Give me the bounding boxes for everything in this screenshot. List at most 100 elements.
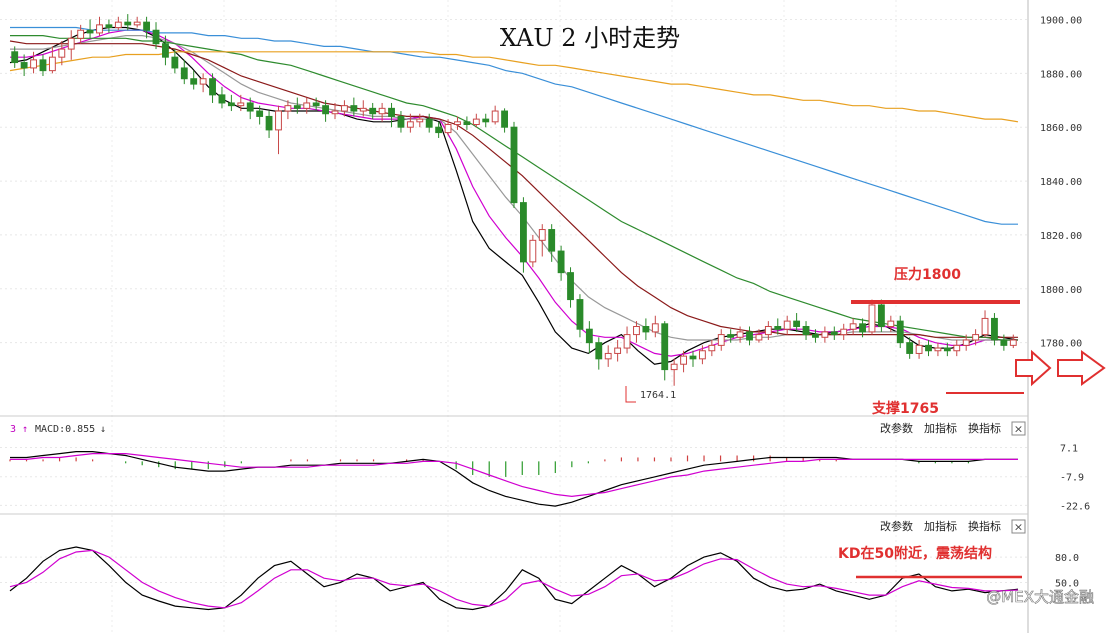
candle-body [209, 78, 216, 96]
candle-body [538, 229, 546, 241]
candle-body [58, 48, 66, 58]
arrow-right-outline-icon [1015, 349, 1052, 387]
candle-body [529, 239, 537, 263]
macd-change-params-button[interactable]: 改参数 [880, 421, 913, 435]
candle-body [915, 344, 923, 354]
candle-body [981, 317, 989, 336]
candle-body [783, 320, 791, 330]
low-marker: 1764.1 [625, 386, 676, 403]
candle-body [133, 21, 141, 26]
candle-body [680, 355, 687, 365]
candle-body [284, 105, 292, 112]
y-tick-label: 1860.00 [1040, 123, 1082, 134]
candle-body [227, 102, 235, 107]
candle-body [275, 110, 282, 131]
candle-body [557, 250, 565, 274]
candle-body [887, 320, 895, 328]
resistance-label: 压力1800 [894, 266, 961, 283]
candle-body [388, 107, 395, 117]
candle-body [39, 59, 47, 72]
macd-panel: 3 ↑ MACD:0.855 ↓ 改参数 加指标 换指标 × 7.1 -7.9 -2… [0, 421, 1090, 512]
support-label: 支撑1765 [871, 400, 939, 417]
y-tick-label: 1800.00 [1040, 285, 1082, 296]
candle-body [246, 102, 254, 112]
candle-body [896, 320, 904, 344]
kd-switch-indicator-button[interactable]: 换指标 [968, 519, 1001, 533]
candle-body [114, 21, 122, 29]
moving-average-line [10, 26, 1018, 225]
candle-body [48, 56, 56, 72]
candle-body [265, 115, 273, 131]
candle-body [642, 326, 650, 333]
candle-body [567, 272, 574, 301]
candle-body [143, 21, 151, 31]
candle-body [1009, 339, 1017, 346]
candle-body [463, 121, 471, 126]
macd-close-button[interactable]: × [1011, 421, 1026, 436]
candle-body [77, 29, 85, 39]
candle-body [435, 126, 443, 134]
candle-body [425, 118, 433, 128]
arrow-right-outline-icon [1057, 350, 1106, 386]
kd-d-line [9, 549, 1019, 609]
candle-body [614, 347, 622, 354]
candle-body [180, 67, 188, 80]
kd-add-indicator-button[interactable]: 加指标 [924, 519, 957, 533]
macd-lines [10, 451, 1018, 507]
macd-add-indicator-button[interactable]: 加指标 [924, 421, 957, 435]
arrow-down-icon: ↓ [100, 424, 106, 435]
candle-body [510, 126, 518, 204]
candle-body [256, 110, 264, 117]
candle-body [651, 323, 659, 333]
candle-body [350, 105, 358, 112]
candle-body [755, 334, 763, 341]
watermark: @MEX大通金融 [986, 588, 1094, 606]
macd-label: MACD:0.855 [35, 424, 95, 435]
candle-body [322, 105, 330, 115]
candle-body [812, 334, 819, 338]
kd-close-button[interactable]: × [1011, 519, 1026, 534]
macd-grid [0, 447, 1028, 506]
candle-body [491, 110, 499, 123]
kd-y-axis: 80.0 50.0 [1055, 553, 1079, 589]
macd-switch-indicator-button[interactable]: 换指标 [968, 421, 1001, 435]
candle-body [953, 344, 961, 352]
y-tick-label: 1880.00 [1040, 69, 1082, 80]
candle-body [830, 331, 838, 336]
macd-y-axis: 7.1 -7.9 -22.6 [1060, 444, 1090, 513]
macd-tick-label: -22.6 [1060, 501, 1090, 512]
candle-body [943, 347, 951, 352]
candle-body [840, 328, 848, 336]
candle-body [171, 56, 179, 69]
candle-body [397, 115, 405, 128]
low-marker-label: 1764.1 [640, 390, 676, 401]
candle-body [661, 323, 669, 371]
candle-body [962, 339, 970, 346]
y-tick-label: 1780.00 [1040, 339, 1082, 350]
y-tick-label: 1840.00 [1040, 177, 1082, 188]
candle-body [520, 202, 527, 263]
candle-body [341, 105, 348, 112]
candle-body [604, 352, 612, 360]
candle-body [30, 59, 37, 69]
kd-annotation: KD在50附近，震荡结构 [838, 545, 992, 562]
candle-body [868, 304, 876, 333]
candle-body [774, 326, 782, 330]
candle-body [698, 350, 706, 360]
candle-body [303, 102, 311, 109]
candle-body [86, 29, 94, 34]
y-tick-label: 1900.00 [1040, 15, 1082, 26]
candle-body [689, 355, 697, 360]
candle-body [548, 229, 556, 252]
candle-body [20, 62, 28, 69]
candle-body [736, 331, 744, 338]
kd-grid [0, 556, 1028, 583]
candle-body [670, 363, 678, 371]
kd-change-params-button[interactable]: 改参数 [880, 519, 913, 533]
candle-body [501, 110, 508, 128]
y-tick-label: 1820.00 [1040, 231, 1082, 242]
candle-body [925, 344, 932, 352]
candle-body [802, 326, 810, 336]
candle-body [152, 29, 160, 45]
